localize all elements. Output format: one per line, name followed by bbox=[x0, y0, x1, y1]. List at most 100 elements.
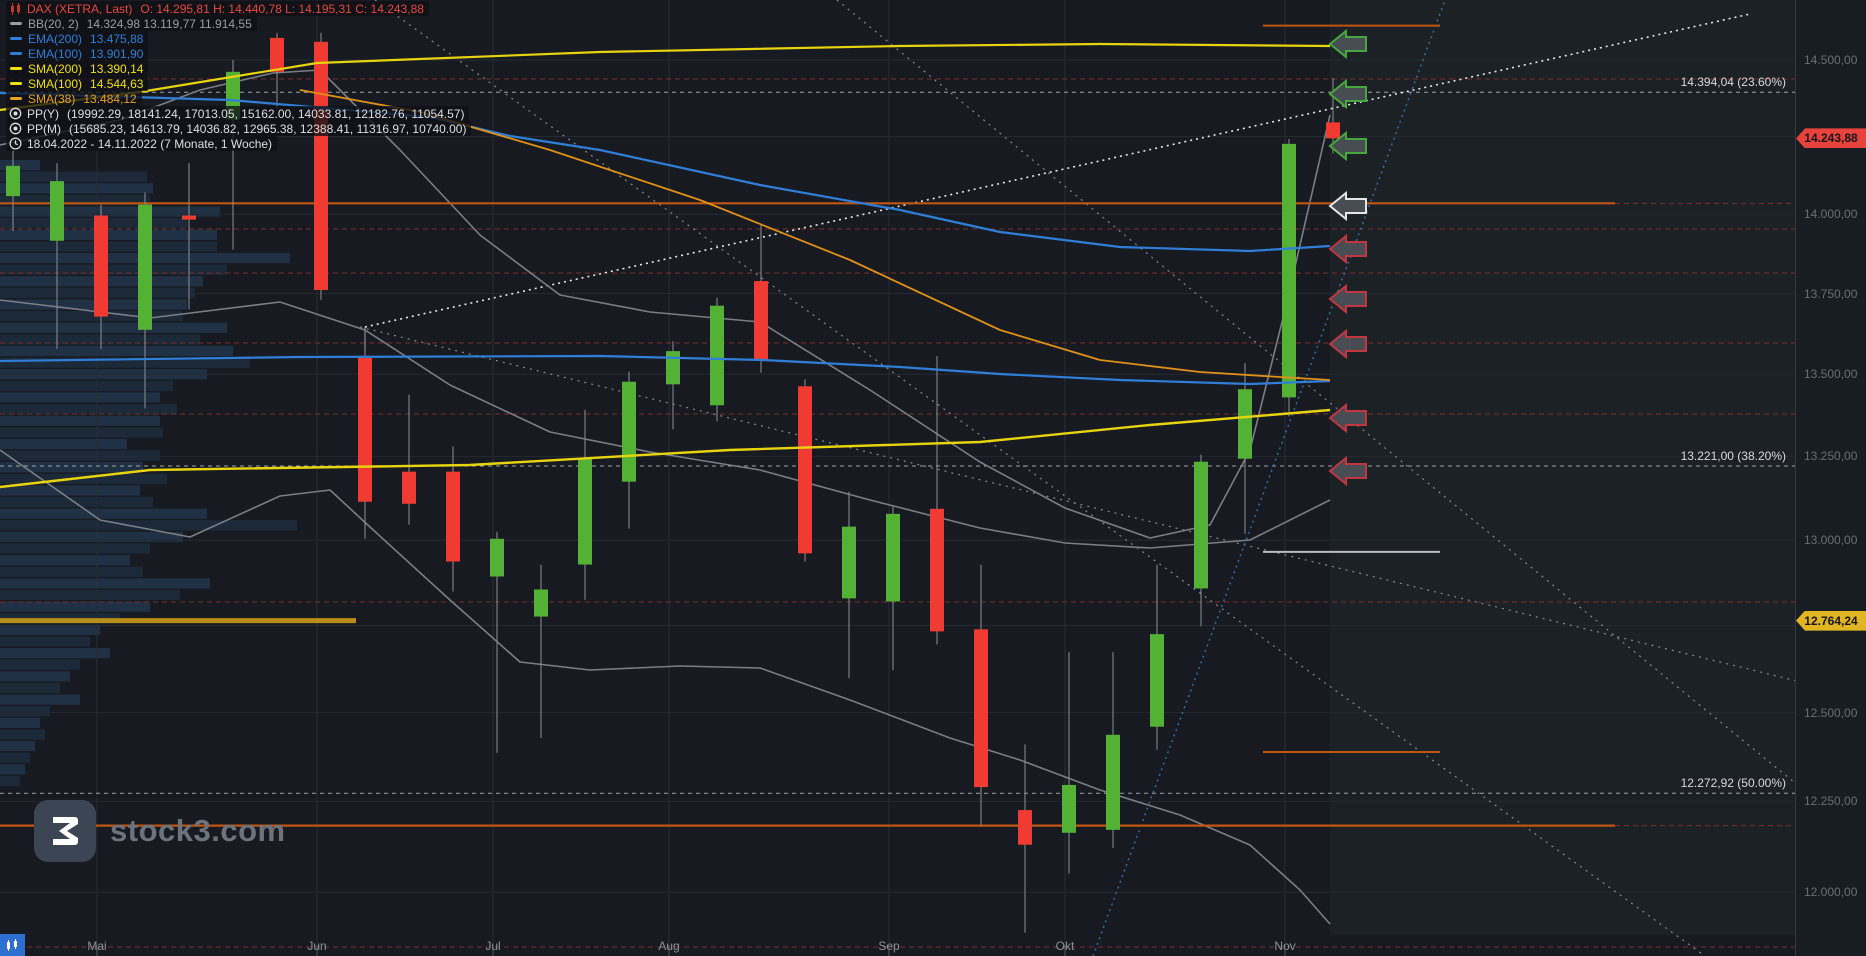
volume-profile-bar bbox=[0, 218, 187, 229]
ema200-line[interactable] bbox=[0, 354, 1331, 386]
green-signal-arrow[interactable] bbox=[1328, 78, 1367, 110]
daterange-label: 18.04.2022 - 14.11.2022 (7 Monate, 1 Woc… bbox=[27, 136, 273, 151]
volume-profile-bar bbox=[0, 485, 140, 496]
candle[interactable] bbox=[182, 215, 196, 220]
rising-trendline[interactable] bbox=[364, 13, 1751, 328]
volume-profile-bar bbox=[0, 357, 250, 368]
candle[interactable] bbox=[1282, 143, 1296, 398]
indicator-name: EMA(100) bbox=[28, 46, 83, 61]
candle[interactable] bbox=[138, 204, 152, 330]
candle[interactable] bbox=[754, 281, 768, 361]
date-axis-label: Sep bbox=[878, 939, 900, 953]
white-signal-arrow[interactable] bbox=[1328, 190, 1367, 222]
volume-profile-bar bbox=[0, 322, 227, 333]
red-signal-arrow[interactable] bbox=[1328, 455, 1367, 487]
ema100-line-icon bbox=[10, 52, 22, 55]
fib-level-label: 14.394,04 (23.60%) bbox=[1680, 75, 1786, 90]
candle[interactable] bbox=[314, 41, 328, 291]
legend-indicator-ema200[interactable]: EMA(200) 13.475,88 bbox=[6, 31, 471, 46]
bollinger-middle-band[interactable] bbox=[0, 299, 1331, 549]
volume-profile-bar bbox=[0, 508, 207, 519]
bollinger-upper-band[interactable] bbox=[0, 69, 1331, 539]
legend-indicator-ema100[interactable]: EMA(100) 13.901,90 bbox=[6, 46, 471, 61]
candle[interactable] bbox=[842, 526, 856, 599]
bollinger-lower-band[interactable] bbox=[0, 449, 1331, 925]
sma200-line[interactable] bbox=[0, 408, 1331, 489]
candle[interactable] bbox=[1018, 810, 1032, 845]
legend-indicator-sma200[interactable]: SMA(200) 13.390,14 bbox=[6, 61, 471, 76]
green-signal-arrow[interactable] bbox=[1328, 28, 1367, 60]
candle[interactable] bbox=[930, 508, 944, 632]
candle[interactable] bbox=[1326, 122, 1340, 139]
candle[interactable] bbox=[94, 215, 108, 317]
legend-panel: DAX (XETRA, Last) O: 14.295,81 H: 14.440… bbox=[6, 1, 472, 151]
legend-indicator-sma38[interactable]: SMA(38) 13.484,12 bbox=[6, 91, 471, 106]
indicator-values: 14.324,98 13.119,77 11.914,55 bbox=[86, 16, 252, 31]
candle[interactable] bbox=[402, 471, 416, 504]
sma38-line[interactable] bbox=[299, 89, 1331, 381]
volume-profile-bar bbox=[0, 392, 160, 403]
chart-panel-icon[interactable] bbox=[0, 934, 25, 956]
volume-profile-bar bbox=[0, 415, 160, 426]
candle[interactable] bbox=[1150, 634, 1164, 727]
candle[interactable] bbox=[446, 471, 460, 562]
legend-pivot-m[interactable]: PP(M) (15685.23, 14613.79, 14036.82, 129… bbox=[6, 121, 472, 136]
red-signal-arrow[interactable] bbox=[1328, 402, 1367, 434]
candle[interactable] bbox=[666, 351, 680, 385]
falling-trendline[interactable] bbox=[836, 0, 1866, 842]
bb-line-icon bbox=[10, 22, 22, 25]
candle[interactable] bbox=[578, 458, 592, 565]
volume-profile-bar bbox=[0, 589, 180, 601]
red-signal-arrow[interactable] bbox=[1328, 328, 1367, 360]
volume-profile-bar bbox=[0, 694, 80, 705]
candle[interactable] bbox=[1062, 784, 1076, 833]
legend-pivot-y[interactable]: PP(Y) (19992.29, 18141.24, 17013.05, 151… bbox=[6, 106, 471, 121]
projection-zone bbox=[1330, 0, 1796, 935]
candle[interactable] bbox=[798, 386, 812, 554]
indicator-values: 13.901,90 bbox=[90, 46, 144, 61]
indicator-values: 13.484,12 bbox=[83, 91, 137, 106]
legend-indicator-sma100[interactable]: SMA(100) 14.544,63 bbox=[6, 76, 471, 91]
candle[interactable] bbox=[1194, 461, 1208, 589]
indicator-values: 13.390,14 bbox=[90, 61, 144, 76]
sma38-line-icon bbox=[10, 97, 22, 100]
candle[interactable] bbox=[886, 513, 900, 602]
red-signal-arrow[interactable] bbox=[1328, 283, 1367, 315]
price-axis-label: 13.500,00 bbox=[1804, 367, 1858, 382]
blue-trendline[interactable] bbox=[1092, 0, 1446, 956]
candle[interactable] bbox=[974, 629, 988, 788]
red-signal-arrow[interactable] bbox=[1328, 233, 1367, 265]
candle[interactable] bbox=[622, 381, 636, 482]
candle[interactable] bbox=[534, 589, 548, 617]
candle[interactable] bbox=[358, 357, 372, 502]
volume-profile-bar bbox=[0, 241, 217, 252]
volume-profile-bar bbox=[0, 345, 233, 357]
volume-profile-bar bbox=[0, 741, 35, 752]
price-axis-label: 14.500,00 bbox=[1804, 53, 1858, 67]
volume-profile-bar bbox=[0, 462, 143, 473]
clock-icon bbox=[8, 137, 23, 150]
price-axis[interactable]: 14.500,00 14.000,00 13.750,00 13.500,00 13.2… bbox=[1795, 0, 1866, 956]
sma100-line[interactable] bbox=[0, 42, 1331, 112]
volume-profile-bar bbox=[0, 229, 217, 240]
volume-profile-bar bbox=[0, 624, 100, 635]
candle[interactable] bbox=[490, 538, 504, 577]
green-signal-arrow[interactable] bbox=[1328, 130, 1367, 162]
watermark-text: stock3.com bbox=[110, 813, 286, 848]
candle[interactable] bbox=[6, 165, 20, 197]
candle[interactable] bbox=[710, 305, 724, 406]
legend-daterange-row[interactable]: 18.04.2022 - 14.11.2022 (7 Monate, 1 Woc… bbox=[6, 136, 471, 151]
price-axis-label: 13.000,00 bbox=[1804, 533, 1858, 548]
legend-indicator-bb[interactable]: BB(20, 2) 14.324,98 13.119,77 11.914,55 bbox=[6, 16, 471, 31]
candle[interactable] bbox=[1106, 734, 1120, 830]
candle[interactable] bbox=[50, 181, 64, 241]
watermark: stock3.com bbox=[34, 800, 286, 862]
candle[interactable] bbox=[1238, 389, 1252, 459]
date-axis-label: Mai bbox=[87, 939, 107, 953]
fib-level-label: 13.221,00 (38.20%) bbox=[1680, 449, 1786, 464]
candle[interactable] bbox=[270, 37, 284, 72]
legend-instrument-row[interactable]: DAX (XETRA, Last) O: 14.295,81 H: 14.440… bbox=[6, 1, 471, 16]
date-axis-label: Nov bbox=[1274, 939, 1296, 953]
